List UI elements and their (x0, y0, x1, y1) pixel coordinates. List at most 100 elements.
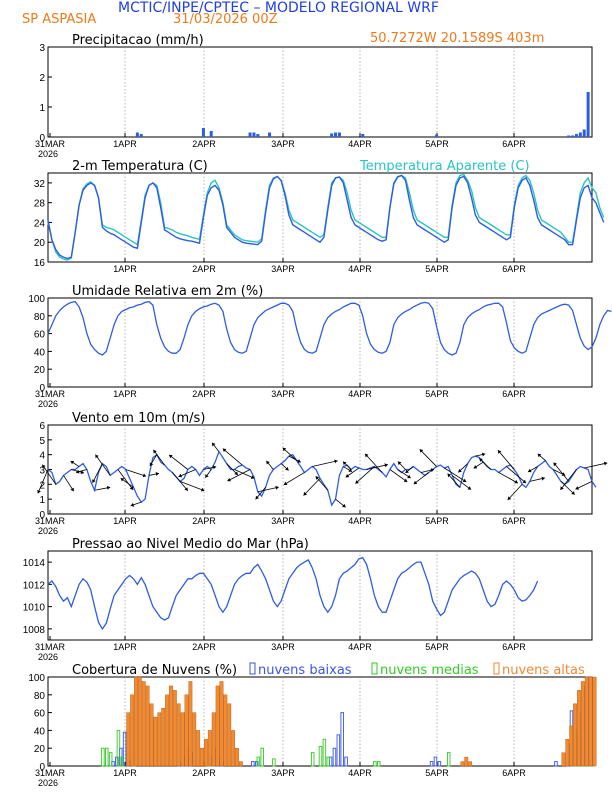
cloud-bar-high (569, 725, 574, 767)
x-tick-label: 5APR (425, 389, 449, 399)
y-tick-label: 100 (28, 673, 45, 684)
wind-arrow-head (560, 486, 564, 490)
wind-arrow-head (142, 473, 147, 478)
x-tick-label: 31MAR (35, 642, 66, 652)
wind-arrow-head (413, 480, 418, 485)
cloud-bar-low (251, 761, 255, 767)
y-tick-label: 28 (34, 199, 46, 210)
wind-arrow (444, 467, 467, 483)
x-tick-label: 5APR (425, 264, 449, 274)
x-tick-label: 31MAR (35, 389, 66, 399)
panel-frame (47, 550, 593, 641)
x-tick-label: 4APR (348, 139, 372, 149)
y-tick-label: 3 (39, 466, 45, 477)
y-tick-label: 20 (34, 238, 46, 249)
year-label: 2026 (38, 526, 58, 536)
wind-arrow-head (447, 473, 452, 478)
chart-title: MCTIC/INPE/CPTEC – MODELO REGIONAL WRF (118, 0, 439, 16)
humidity-line (47, 300, 612, 356)
precip-bar (139, 134, 143, 137)
wind-arrow-head (405, 469, 409, 473)
wind-arrow-head (275, 485, 279, 490)
panel-title: Umidade Relativa em 2m (%) (72, 284, 263, 299)
cloud-bar-high (231, 730, 236, 767)
wind-arrow-head (129, 486, 134, 490)
precip-bar (135, 132, 139, 137)
wind-arrow-head (155, 472, 159, 476)
wind-arrow-head (149, 462, 154, 466)
wind-arrow-head (92, 479, 96, 483)
wind-arrow-head (345, 473, 350, 478)
y-tick-label: 1014 (23, 558, 46, 569)
wind-arrow (303, 478, 321, 496)
x-tick-label: 1APR (113, 139, 137, 149)
precip-bar (252, 132, 256, 137)
cloud-bar-mid (377, 761, 381, 767)
y-tick-label: 24 (34, 218, 46, 229)
wind-arrow-head (297, 459, 301, 463)
cloud-bar-high (134, 676, 138, 767)
wind-arrow (153, 449, 165, 466)
wind-arrow (92, 463, 103, 483)
y-tick-label: 2 (39, 73, 45, 84)
x-tick-label: 31MAR (35, 139, 66, 149)
wind-arrow-head (315, 476, 320, 480)
wind-arrow-head (37, 489, 41, 494)
wind-arrow-head (212, 442, 216, 447)
wind-arrow-head (76, 469, 80, 474)
y-tick-label: 60 (34, 330, 46, 341)
y-tick-label: 6 (39, 421, 45, 432)
year-label: 2026 (38, 652, 58, 662)
x-tick-label: 6APR (502, 642, 526, 652)
wind-arrow (227, 469, 251, 482)
x-tick-label: 1APR (113, 389, 137, 399)
y-tick-label: 4 (39, 451, 45, 462)
cloud-bar-mid (373, 761, 377, 767)
precip-bar (337, 132, 341, 137)
panel-title: Vento em 10m (m/s) (72, 411, 205, 426)
panel-frame (47, 297, 593, 388)
y-tick-label: 20 (34, 365, 46, 376)
wind-arrow-head (481, 452, 486, 457)
x-tick-label: 3APR (271, 389, 295, 399)
precip-bar (571, 135, 575, 137)
cloud-bar-mid (108, 752, 113, 767)
year-label: 2026 (38, 399, 58, 409)
x-tick-label: 3APR (271, 768, 295, 778)
y-tick-label: 80 (34, 312, 46, 323)
wind-arrow (178, 469, 196, 478)
cloud-bar-high (219, 681, 224, 767)
x-tick-label: 31MAR (35, 516, 66, 526)
wind-arrow-head (234, 471, 238, 475)
wind-arrow-head (250, 475, 255, 479)
cloud-bar-high (137, 676, 142, 767)
x-tick-label: 2APR (192, 768, 216, 778)
wind-arrow-head (343, 461, 347, 466)
wind-arrow-head (153, 449, 157, 454)
cloud-bar-low (344, 756, 348, 767)
legend-label: Temperatura Aparente (C) (359, 159, 530, 174)
precip-bar (361, 134, 365, 137)
cloud-bar-high (573, 703, 577, 767)
wind-arrow-head (603, 461, 608, 466)
x-tick-label: 3APR (271, 139, 295, 149)
cloud-bar-high (172, 690, 177, 767)
cloud-bar-high (592, 676, 597, 767)
cloud-bar-high (180, 712, 185, 767)
x-tick-label: 2APR (192, 389, 216, 399)
cloud-bar-mid (120, 756, 125, 767)
cloud-bar-high (204, 739, 208, 767)
cloud-bar-high (460, 761, 465, 767)
cloud-bar-high (192, 712, 197, 767)
wind-arrow (553, 462, 569, 482)
wind-arrow (447, 473, 461, 488)
x-tick-label: 6APR (502, 516, 526, 526)
wind-arrow-head (507, 496, 512, 500)
x-tick-label: 2APR (192, 516, 216, 526)
cloud-bar-mid (260, 747, 264, 767)
wind-arrow-head (355, 480, 359, 484)
wind-arrow (117, 469, 134, 491)
wind-arrow-head (458, 468, 462, 473)
x-tick-label: 5APR (425, 768, 449, 778)
y-tick-label: 5 (39, 436, 45, 447)
